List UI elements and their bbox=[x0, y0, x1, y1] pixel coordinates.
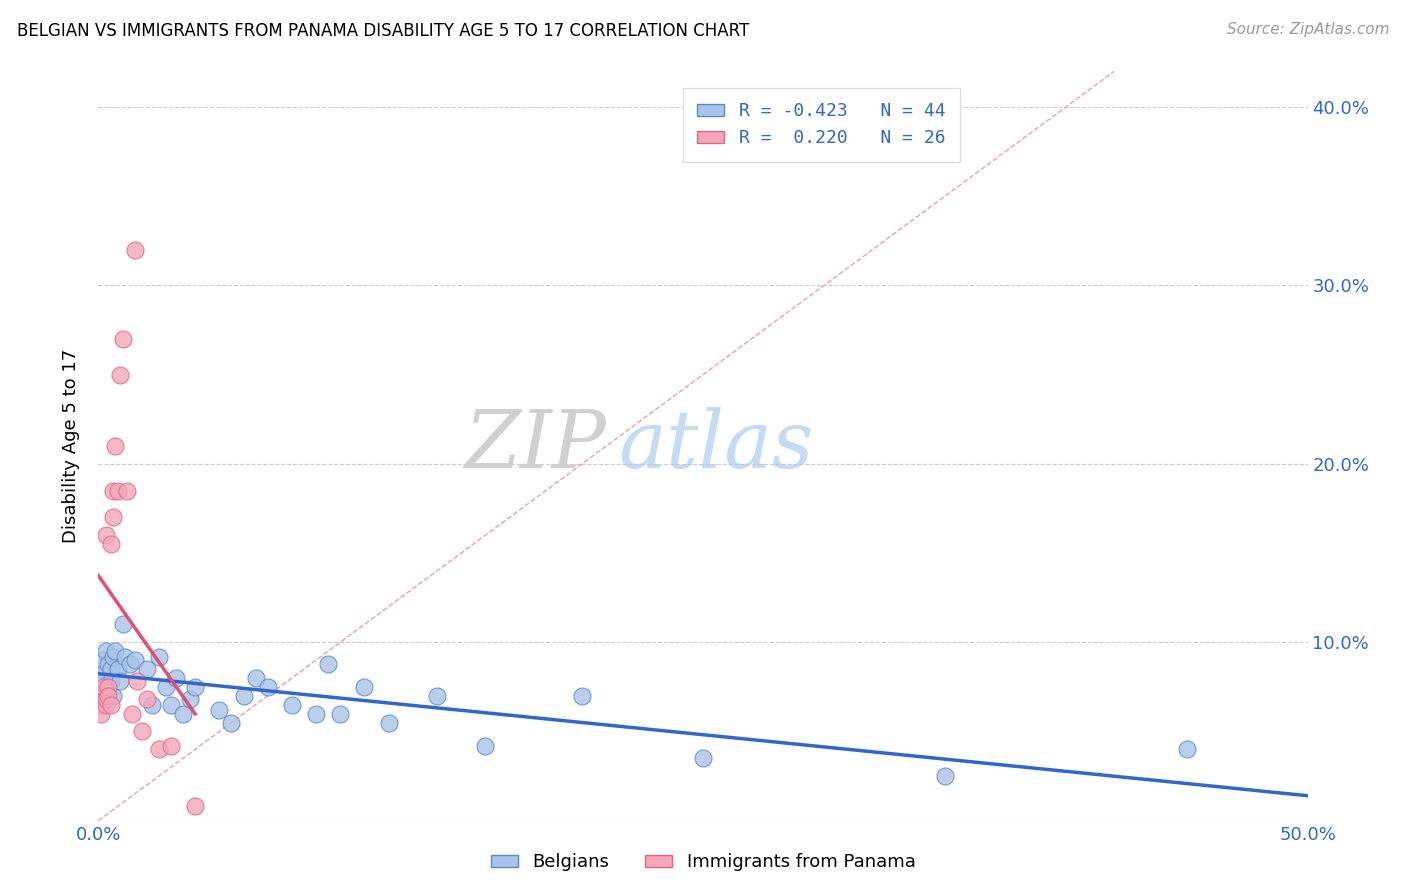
Point bbox=[104, 439, 127, 453]
Point bbox=[256, 680, 278, 694]
Legend: R = -0.423   N = 44, R =  0.220   N = 26: R = -0.423 N = 44, R = 0.220 N = 26 bbox=[683, 88, 960, 161]
Point bbox=[221, 715, 243, 730]
Point bbox=[165, 671, 187, 685]
Point bbox=[111, 332, 134, 346]
Point bbox=[184, 799, 207, 814]
Point bbox=[118, 657, 141, 671]
Point bbox=[108, 674, 131, 689]
Point bbox=[692, 751, 714, 765]
Text: BELGIAN VS IMMIGRANTS FROM PANAMA DISABILITY AGE 5 TO 17 CORRELATION CHART: BELGIAN VS IMMIGRANTS FROM PANAMA DISABI… bbox=[17, 22, 749, 40]
Point bbox=[124, 243, 146, 257]
Legend: Belgians, Immigrants from Panama: Belgians, Immigrants from Panama bbox=[484, 847, 922, 879]
Point bbox=[305, 706, 328, 721]
Point bbox=[571, 689, 593, 703]
Point bbox=[91, 689, 114, 703]
Y-axis label: Disability Age 5 to 17: Disability Age 5 to 17 bbox=[62, 349, 80, 543]
Point bbox=[934, 769, 956, 783]
Point bbox=[155, 680, 177, 694]
Point bbox=[121, 706, 143, 721]
Point bbox=[141, 698, 163, 712]
Point bbox=[426, 689, 449, 703]
Point bbox=[1175, 742, 1198, 756]
Point bbox=[172, 706, 194, 721]
Point bbox=[127, 674, 149, 689]
Point bbox=[135, 692, 157, 706]
Point bbox=[94, 692, 117, 706]
Point bbox=[101, 483, 124, 498]
Text: atlas: atlas bbox=[619, 408, 814, 484]
Point bbox=[131, 724, 153, 739]
Point bbox=[111, 617, 134, 632]
Point bbox=[90, 698, 112, 712]
Point bbox=[90, 671, 112, 685]
Point bbox=[148, 649, 170, 664]
Point bbox=[353, 680, 375, 694]
Point bbox=[179, 692, 201, 706]
Point bbox=[90, 706, 112, 721]
Point bbox=[107, 662, 129, 676]
Point bbox=[94, 698, 117, 712]
Point bbox=[94, 680, 117, 694]
Point bbox=[245, 671, 267, 685]
Point bbox=[108, 368, 131, 382]
Point bbox=[329, 706, 352, 721]
Point bbox=[281, 698, 304, 712]
Point bbox=[117, 483, 139, 498]
Point bbox=[100, 698, 122, 712]
Point bbox=[91, 667, 114, 681]
Point bbox=[104, 644, 127, 658]
Point bbox=[377, 715, 399, 730]
Point bbox=[100, 662, 122, 676]
Point bbox=[97, 685, 120, 699]
Point bbox=[160, 739, 183, 753]
Point bbox=[184, 680, 207, 694]
Point bbox=[160, 698, 183, 712]
Point bbox=[316, 657, 339, 671]
Point bbox=[97, 680, 120, 694]
Point bbox=[91, 653, 114, 667]
Point bbox=[101, 689, 124, 703]
Point bbox=[100, 537, 122, 551]
Point bbox=[232, 689, 254, 703]
Point bbox=[100, 674, 122, 689]
Point bbox=[148, 742, 170, 756]
Point bbox=[91, 680, 114, 694]
Point bbox=[94, 644, 117, 658]
Text: ZIP: ZIP bbox=[464, 408, 606, 484]
Point bbox=[97, 689, 120, 703]
Point bbox=[124, 653, 146, 667]
Point bbox=[101, 510, 124, 524]
Point bbox=[97, 657, 120, 671]
Point bbox=[101, 649, 124, 664]
Point bbox=[208, 703, 231, 717]
Point bbox=[135, 662, 157, 676]
Point bbox=[114, 649, 136, 664]
Point bbox=[474, 739, 496, 753]
Text: Source: ZipAtlas.com: Source: ZipAtlas.com bbox=[1226, 22, 1389, 37]
Point bbox=[107, 483, 129, 498]
Point bbox=[94, 528, 117, 542]
